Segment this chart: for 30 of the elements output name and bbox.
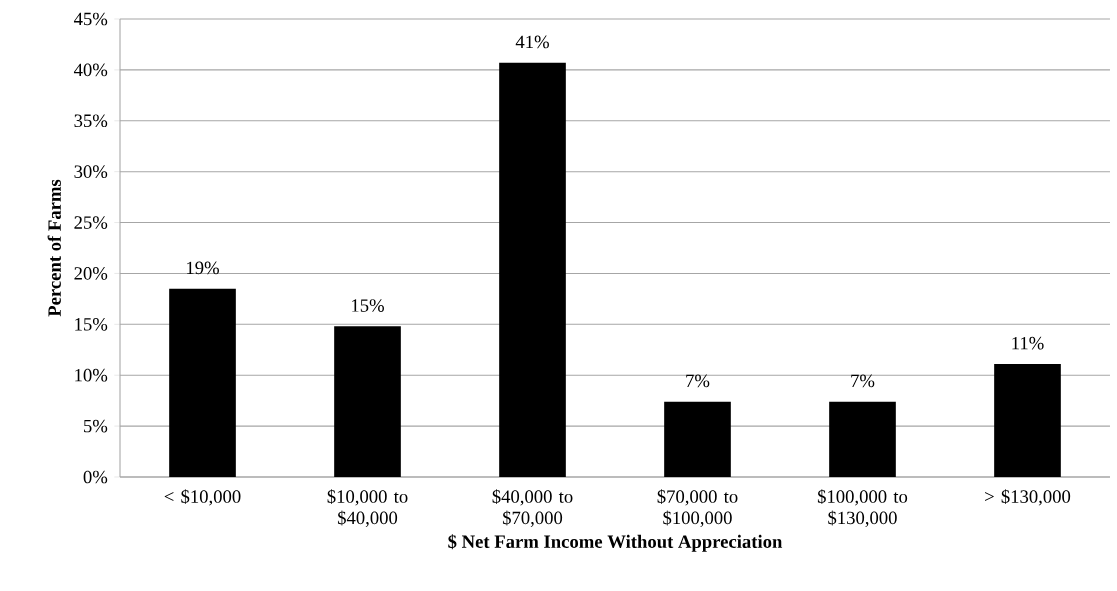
y-tick-label: 20% xyxy=(74,267,108,280)
data-label: 7% xyxy=(851,374,875,388)
x-tick-label: > $130,000 xyxy=(985,489,1071,506)
y-tick-label: 25% xyxy=(74,216,108,229)
x-tick-label: $10,000 to $40,000 xyxy=(327,489,408,527)
y-tick-label: 45% xyxy=(73,12,108,26)
data-label: 11% xyxy=(1012,336,1044,350)
y-tick-label: 10% xyxy=(75,368,108,382)
x-tick-label: < $10,000 xyxy=(164,489,241,506)
data-label: 19% xyxy=(187,261,219,275)
y-axis-title: Percent of Farms xyxy=(47,179,61,317)
x-tick-label: $100,000 to $130,000 xyxy=(817,489,908,527)
bar xyxy=(334,326,401,477)
data-label: 7% xyxy=(686,374,710,388)
y-tick-label: 0% xyxy=(83,470,108,484)
x-axis-title: $ Net Farm Income Without Appreciation xyxy=(448,534,783,552)
bar xyxy=(994,364,1061,477)
bar xyxy=(664,401,731,477)
bar xyxy=(499,62,566,477)
x-tick-label: $70,000 to $100,000 xyxy=(657,489,738,527)
y-tick-label: 40% xyxy=(73,63,108,77)
data-label: 15% xyxy=(352,299,384,312)
y-tick-label: 15% xyxy=(75,317,108,331)
bar xyxy=(829,401,896,477)
bar xyxy=(169,288,236,477)
y-tick-label: 35% xyxy=(74,114,108,128)
data-label: 41% xyxy=(515,35,549,49)
y-tick-label: 30% xyxy=(74,165,108,178)
y-tick-label: 5% xyxy=(84,419,108,433)
x-tick-label: $40,000 to $70,000 xyxy=(492,489,573,527)
